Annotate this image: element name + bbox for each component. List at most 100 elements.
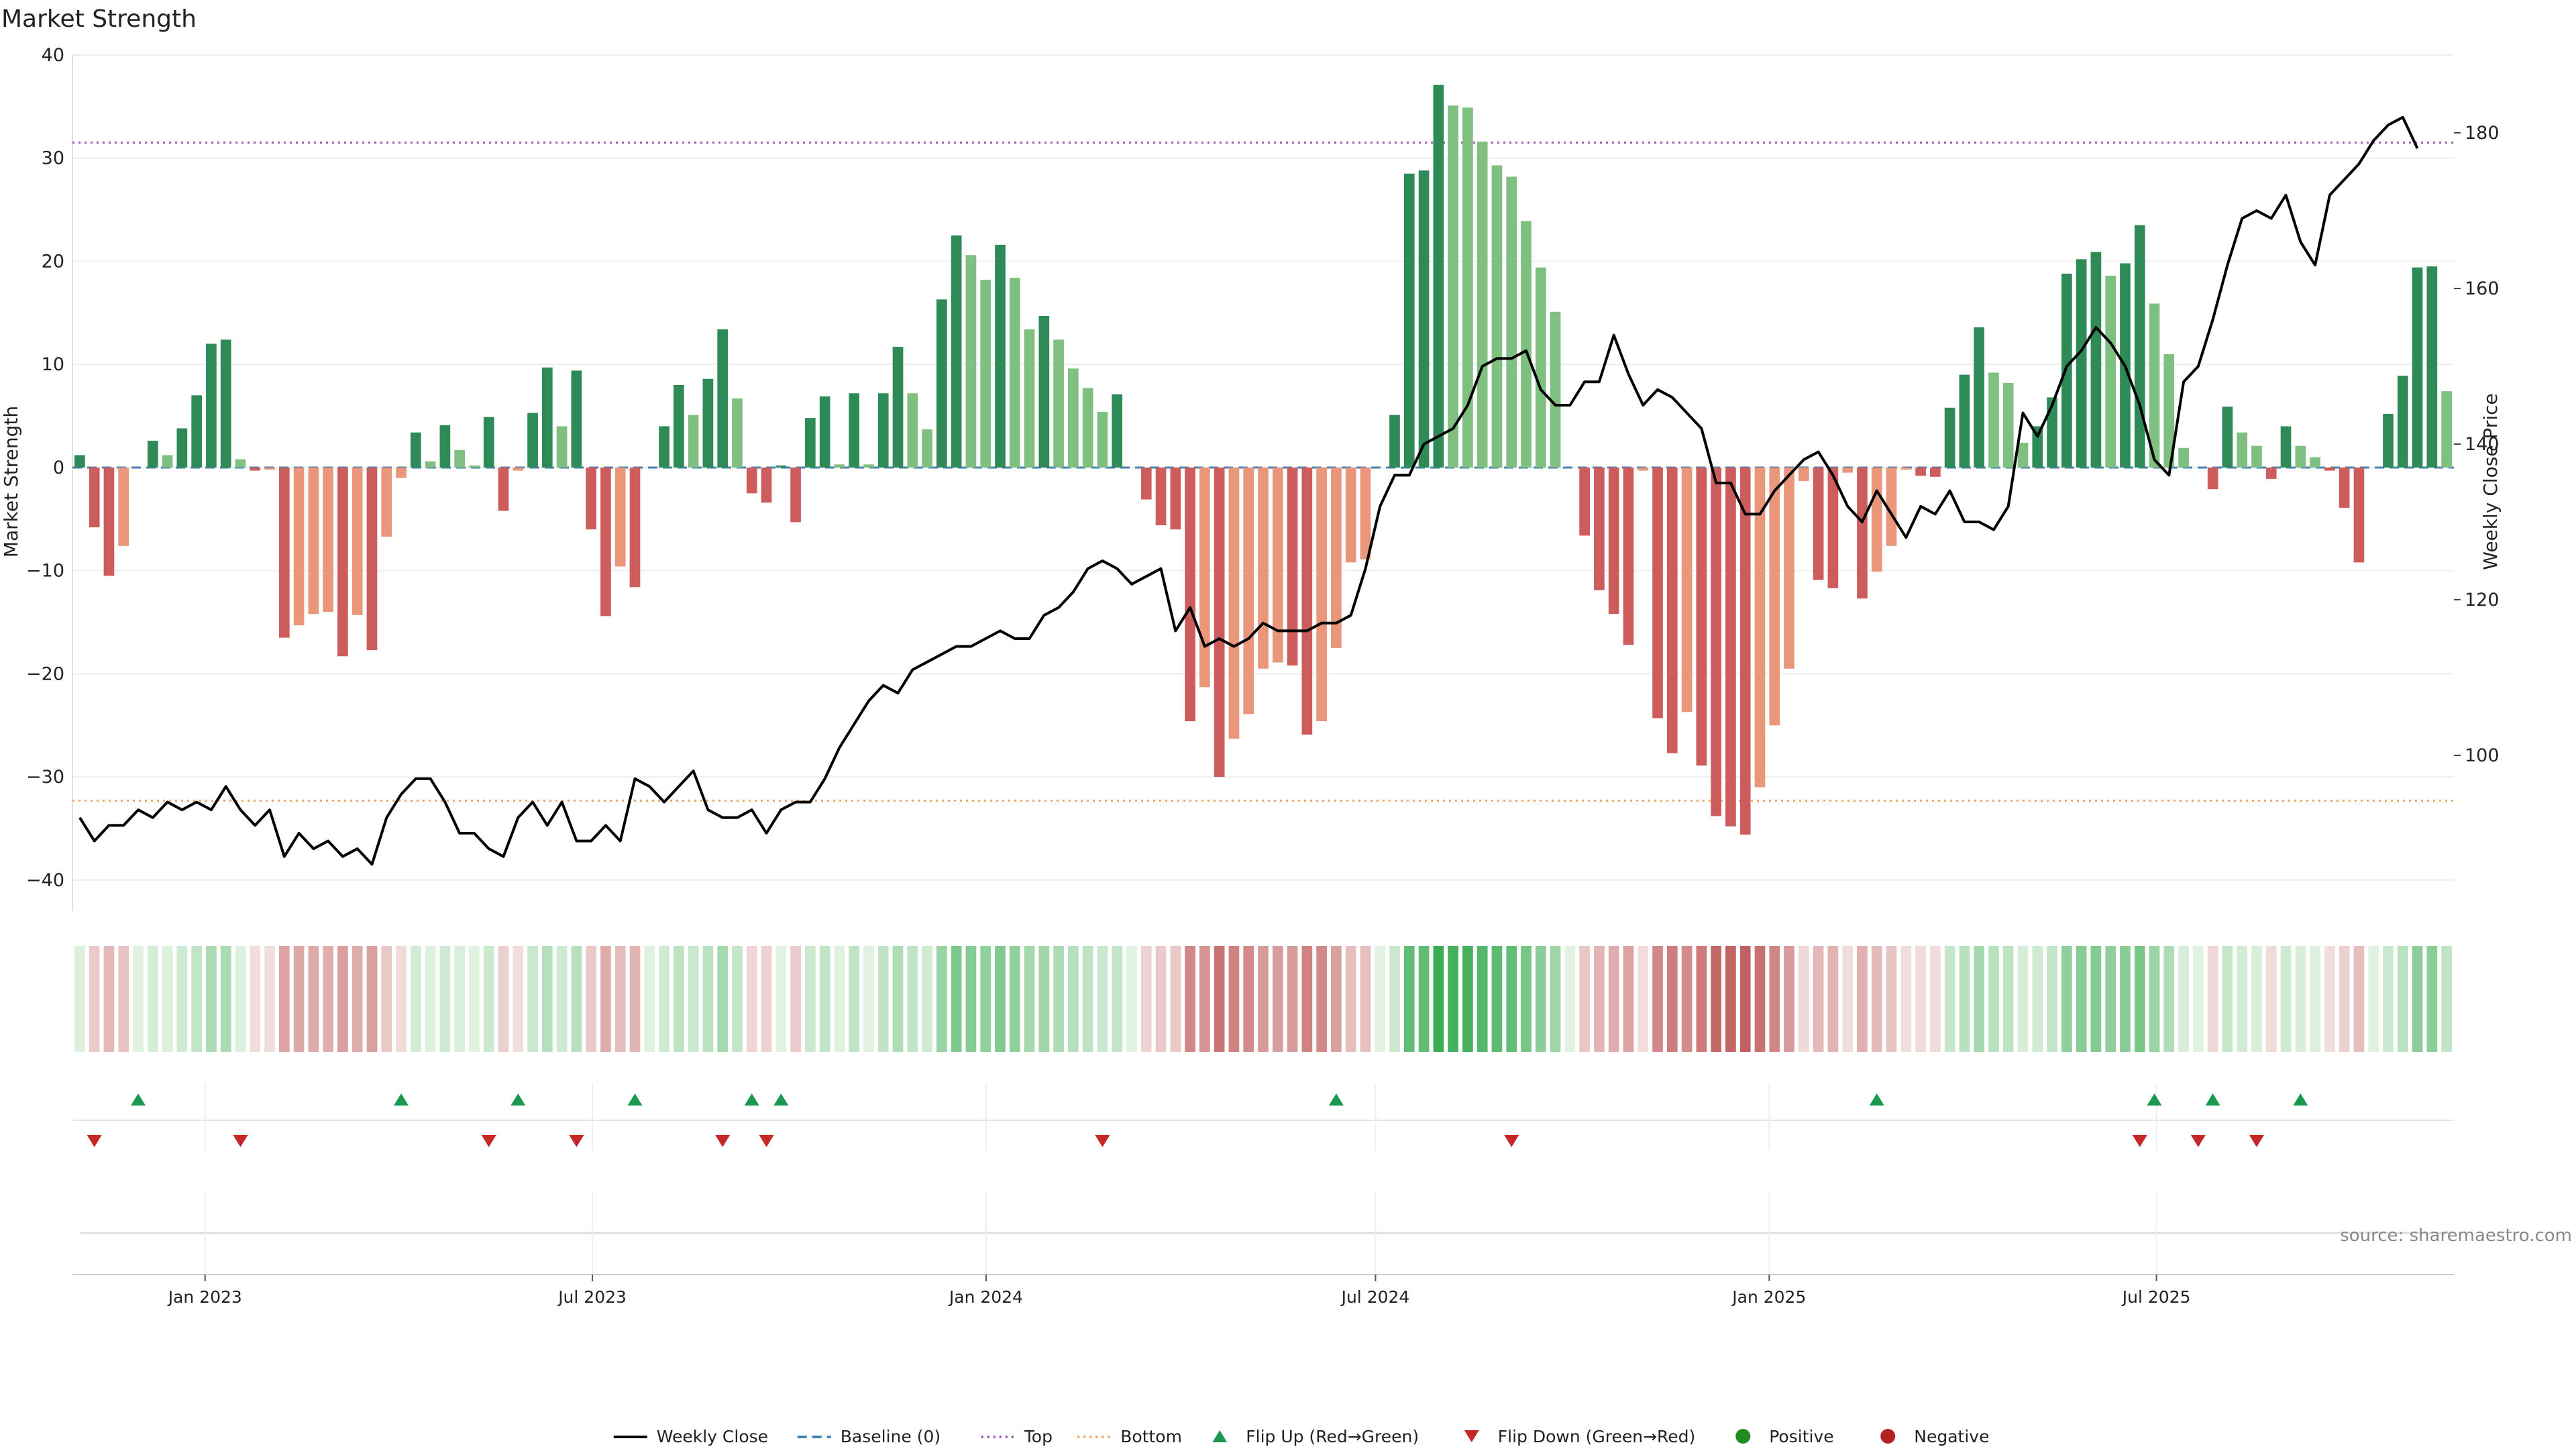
strength-bar [1389,415,1400,468]
strip-cell [922,946,932,1052]
strength-bar [2441,391,2452,468]
strip-cell [1491,946,1503,1052]
y-tick-label: 0 [53,458,64,478]
strength-bar [586,467,596,530]
strength-bar [1345,467,1356,563]
strip-cell [133,946,144,1052]
strength-bar [396,467,407,478]
strength-bar [2237,432,2248,468]
y-tick-label: 10 [42,354,64,375]
strip-cell [1068,946,1079,1052]
strength-bar [702,378,714,468]
strip-cell [1638,946,1649,1052]
strength-bar [1258,467,1269,669]
strip-cell [1827,946,1839,1052]
strip-cell [381,946,392,1052]
strength-bar [1155,467,1167,526]
strip-cell [1009,946,1020,1052]
strength-bar [1170,467,1181,530]
strength-bar [1930,467,1941,477]
strip-cell [1784,946,1794,1052]
strip-cell [1930,946,1941,1052]
strength-bar [2178,447,2189,468]
strength-bar [1228,467,1240,739]
y2-tick-label: 120 [2465,590,2500,610]
strength-bar [951,235,962,468]
strength-bar [2397,376,2408,468]
legend-label: Negative [1914,1427,1989,1446]
strip-cell [1974,946,1985,1052]
strip-cell [1886,946,1897,1052]
strength-bar [995,244,1006,468]
strip-cell [1711,946,1721,1052]
strip-cell [483,946,494,1052]
strength-bar [2017,443,2029,468]
strength-bar [454,449,465,468]
strip-cell [1915,946,1926,1052]
strength-bar [2265,467,2277,479]
strip-cell [293,946,305,1052]
strip-cell [805,946,816,1052]
strength-bar [2061,273,2072,468]
legend-item: Weekly Close [613,1427,768,1446]
legend-label: Flip Down (Green→Red) [1498,1427,1696,1446]
strength-bar [1506,176,1517,468]
strip-cell [2324,946,2335,1052]
y-tick-label: 30 [42,148,64,169]
strength-bar [1666,467,1678,753]
strip-cell [1375,946,1386,1052]
strength-bar [2383,413,2394,468]
strip-cell [1944,946,1955,1052]
strength-bar [1112,394,1123,468]
strip-cell [1258,946,1269,1052]
strength-bar [162,455,173,468]
strength-bar [1959,374,1970,468]
strength-bar [118,467,129,546]
y-tick-label: −40 [26,870,64,891]
strength-bar [1477,142,1488,468]
strength-bar [2047,397,2057,468]
strip-cell [2134,946,2145,1052]
strip-cell [1082,946,1093,1052]
x-tick-label: Jul 2023 [557,1287,627,1307]
strip-cell [2193,946,2204,1052]
strip-cell [629,946,641,1052]
strength-bar [775,465,787,468]
strip-cell [1754,946,1766,1052]
legend-item: Positive [1735,1427,1834,1446]
strip-cell [746,946,757,1052]
strength-bar [1608,467,1619,614]
strength-bar [1199,467,1210,688]
strip-cell [1666,946,1678,1052]
strength-bar [1579,467,1590,536]
strength-bar [629,467,641,588]
strip-cell [2237,946,2248,1052]
y2-axis-label: Weekly Close Price [2479,393,2502,570]
strip-cell [2002,946,2014,1052]
strength-bar [790,467,801,523]
strength-bar [1798,467,1809,481]
strip-cell [366,946,378,1052]
strip-cell [1243,946,1254,1052]
strength-bar [308,467,319,614]
strength-bar [2032,426,2043,468]
strength-bars [74,85,2452,835]
strip-cell [1900,946,1912,1052]
strip-cell [2047,946,2057,1052]
strip-cell [308,946,319,1052]
flip-up-marker [1328,1093,1344,1106]
flip-up-marker [131,1093,146,1106]
legend-item: Baseline (0) [797,1427,941,1446]
strength-bar [1360,467,1371,559]
chart-title: Market Strength [1,5,197,33]
strip-cell [849,946,860,1052]
strength-bar [1681,467,1693,712]
weekly-close-line [78,115,2419,866]
x-tick-label: Jul 2024 [1340,1287,1410,1307]
strength-bar [2002,382,2014,468]
strip-cell [2339,946,2350,1052]
strength-bar [1784,467,1794,669]
flip-down-marker [715,1135,731,1147]
strip-cell [2412,946,2423,1052]
